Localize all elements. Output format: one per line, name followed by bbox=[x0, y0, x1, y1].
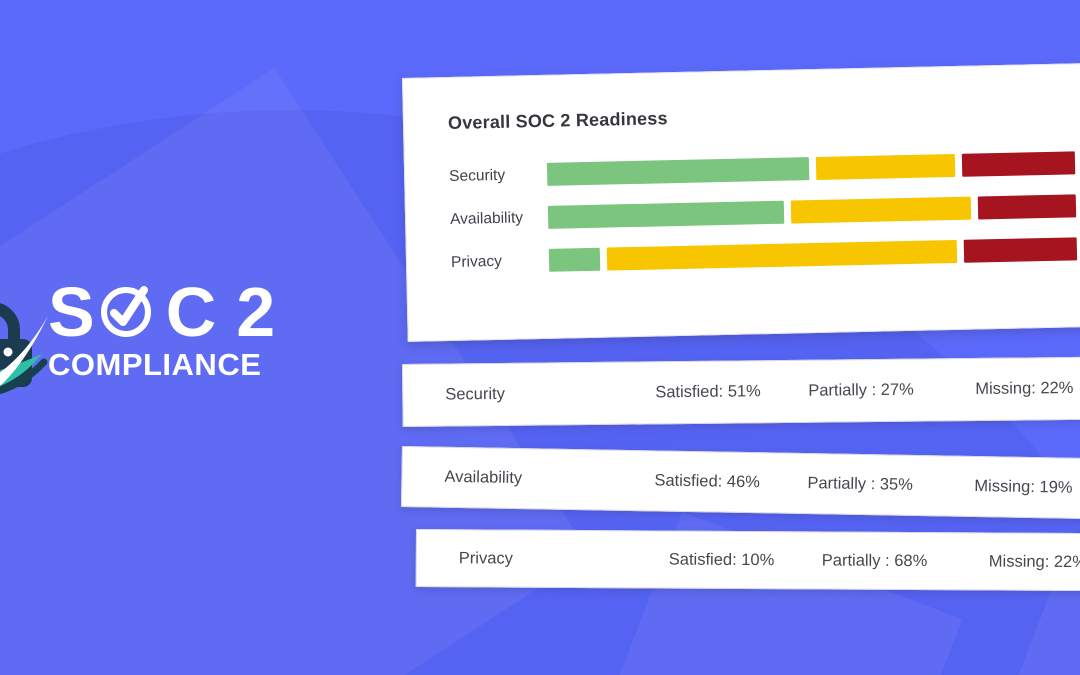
bar-segment-partially bbox=[607, 239, 958, 271]
summary-strip-availability: Availability Satisfied: 46% Partially : … bbox=[400, 446, 1080, 520]
logo-line2: COMPLIANCE bbox=[48, 347, 262, 382]
check-circle-icon bbox=[100, 286, 151, 337]
strip-satisfied-value: Satisfied: 51% bbox=[655, 382, 761, 402]
strip-label: Privacy bbox=[458, 548, 513, 568]
strip-missing-value: Missing: 19% bbox=[974, 476, 1073, 497]
leaf-icon bbox=[0, 354, 42, 387]
swoosh-icon bbox=[0, 316, 48, 386]
bar-row-label: Privacy bbox=[450, 252, 503, 271]
summary-strip-security: Security Satisfied: 51% Partially : 27% … bbox=[402, 356, 1080, 427]
logo-number-2: 2 bbox=[236, 273, 275, 351]
bar-segment-partially bbox=[815, 153, 956, 180]
bar-track bbox=[546, 151, 1076, 186]
strip-missing-value: Missing: 22% bbox=[988, 551, 1080, 571]
summary-strip-privacy: Privacy Satisfied: 10% Partially : 68% M… bbox=[415, 529, 1080, 592]
logo-letter-s: S bbox=[48, 273, 95, 351]
readiness-bars: Security Availability Privacy bbox=[449, 141, 1078, 284]
bar-segment-missing bbox=[961, 151, 1076, 177]
strip-label: Availability bbox=[444, 467, 523, 488]
strip-partially-value: Partially : 35% bbox=[807, 474, 914, 494]
bar-track bbox=[547, 194, 1077, 229]
bar-segment-missing bbox=[978, 194, 1077, 220]
bar-track bbox=[548, 237, 1078, 272]
bar-segment-satisfied bbox=[548, 247, 601, 272]
readiness-card: Overall SOC 2 Readiness Security Availabi… bbox=[402, 62, 1080, 342]
bar-segment-missing bbox=[963, 237, 1078, 263]
soc2-logo: S C 2 COMPLIANCE bbox=[0, 273, 330, 407]
bar-segment-partially bbox=[791, 196, 972, 224]
lock-icon bbox=[0, 303, 48, 395]
strip-label: Security bbox=[445, 384, 506, 404]
strip-missing-value: Missing: 22% bbox=[975, 378, 1074, 398]
logo-line1: S C 2 bbox=[48, 273, 275, 351]
chart-title: Overall SOC 2 Readiness bbox=[447, 108, 668, 134]
logo-letter-c: C bbox=[165, 273, 217, 351]
leaf-outline-icon bbox=[0, 358, 48, 395]
bar-segment-satisfied bbox=[546, 157, 810, 186]
bar-row-label: Security bbox=[448, 166, 506, 185]
strip-satisfied-value: Satisfied: 10% bbox=[668, 550, 775, 569]
bar-row-label: Availability bbox=[449, 208, 524, 228]
strip-partially-value: Partially : 27% bbox=[808, 380, 914, 400]
strip-satisfied-value: Satisfied: 46% bbox=[654, 471, 761, 492]
bar-segment-satisfied bbox=[547, 200, 785, 229]
strip-partially-value: Partially : 68% bbox=[821, 550, 928, 570]
